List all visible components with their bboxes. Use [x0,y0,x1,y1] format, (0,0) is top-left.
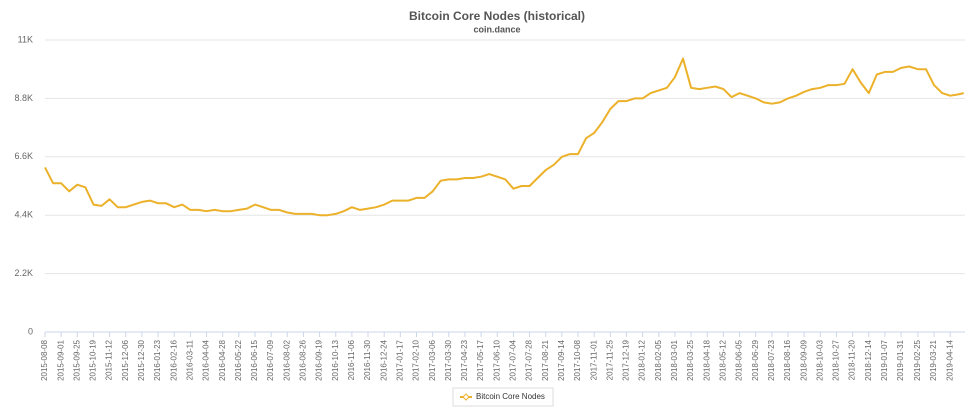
x-tick-label: 2017-01-17 [395,339,404,380]
x-tick-label: 2018-05-12 [719,339,728,380]
x-tick-label: 2016-07-09 [266,339,275,380]
x-tick-label: 2015-12-30 [137,339,146,380]
x-tick-label: 2015-09-25 [72,339,81,380]
x-tick-label: 2019-02-25 [913,339,922,380]
x-tick-label: 2016-10-13 [331,339,340,380]
x-tick-label: 2015-08-08 [40,339,49,380]
x-tick-label: 2019-01-07 [880,339,889,380]
x-tick-label: 2018-06-05 [735,339,744,380]
y-tick-label: 0 [28,326,33,336]
x-tick-label: 2017-03-30 [444,339,453,380]
y-tick-label: 6.6K [14,151,33,161]
x-tick-label: 2018-10-03 [815,339,824,380]
x-tick-label: 2016-02-16 [169,339,178,380]
x-tick-label: 2017-08-21 [541,339,550,380]
x-tick-label: 2017-11-01 [589,339,598,380]
x-tick-label: 2016-05-22 [234,339,243,380]
x-tick-label: 2015-11-12 [105,339,114,380]
x-tick-label: 2018-03-25 [686,339,695,380]
y-tick-label: 8.8K [14,93,33,103]
legend-marker [462,393,470,401]
x-tick-label: 2016-08-02 [282,339,291,380]
x-tick-label: 2018-01-12 [638,339,647,380]
x-tick-label: 2017-02-10 [412,339,421,380]
x-tick-label: 2019-04-14 [945,339,954,380]
x-tick-label: 2017-11-25 [605,339,614,380]
legend-label: Bitcoin Core Nodes [476,392,545,401]
x-tick-label: 2017-10-08 [573,339,582,380]
x-tick-label: 2018-10-27 [832,339,841,380]
x-tick-label: 2018-03-01 [670,339,679,380]
x-tick-label: 2017-05-17 [476,339,485,380]
x-tick-label: 2017-04-23 [460,339,469,380]
y-tick-label: 11K [18,34,33,44]
x-tick-label: 2016-12-24 [379,339,388,380]
x-tick-label: 2018-08-16 [783,339,792,380]
x-tick-label: 2017-03-06 [428,339,437,380]
x-tick-label: 2016-06-15 [250,339,259,380]
x-tick-label: 2018-12-14 [864,339,873,380]
x-tick-label: 2017-09-14 [557,339,566,380]
x-tick-label: 2015-10-19 [89,339,98,380]
legend-box [452,387,554,407]
x-tick-label: 2018-07-23 [767,339,776,380]
y-tick-label: 2.2K [14,268,33,278]
x-tick-label: 2016-11-30 [363,339,372,380]
x-tick-label: 2018-06-29 [751,339,760,380]
x-tick-label: 2016-09-19 [315,339,324,380]
x-tick-label: 2017-06-10 [492,339,501,380]
x-tick-label: 2016-01-23 [153,339,162,380]
x-tick-label: 2016-04-04 [202,339,211,380]
x-tick-label: 2019-03-21 [929,339,938,380]
x-tick-label: 2015-09-01 [56,339,65,380]
x-tick-label: 2018-09-09 [799,339,808,380]
x-tick-label: 2017-12-19 [622,339,631,380]
x-tick-label: 2017-07-04 [509,339,518,380]
x-tick-label: 2017-07-28 [525,339,534,380]
x-tick-label: 2016-03-11 [185,339,194,380]
x-tick-label: 2018-04-18 [702,339,711,380]
x-tick-label: 2019-01-31 [896,339,905,380]
x-tick-label: 2018-02-05 [654,339,663,380]
y-tick-label: 4.4K [14,210,33,220]
chart-subtitle: coin.dance [473,24,520,34]
x-tick-label: 2016-08-26 [299,339,308,380]
x-tick-label: 2018-11-20 [848,339,857,380]
chart-title: Bitcoin Core Nodes (historical) [409,9,585,23]
x-tick-label: 2016-04-28 [218,339,227,380]
x-tick-label: 2015-12-06 [121,339,130,380]
x-tick-label: 2016-11-06 [347,339,356,380]
line [44,57,964,217]
